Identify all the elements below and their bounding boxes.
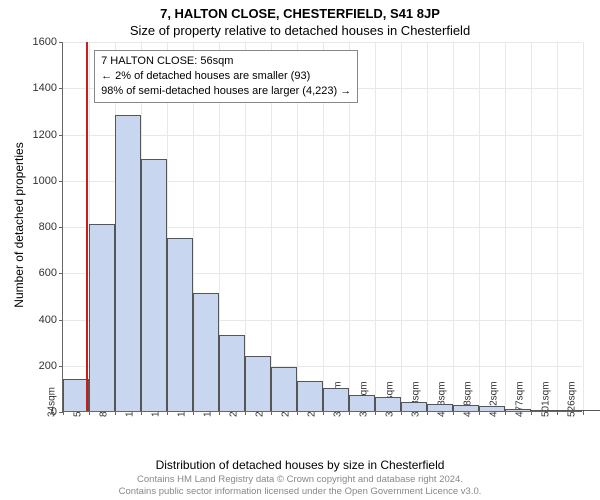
histogram-bar xyxy=(297,381,323,411)
y-tick-mark xyxy=(59,135,63,136)
x-tick-label: 501sqm xyxy=(541,381,552,417)
gridline-v xyxy=(375,42,376,411)
y-tick-mark xyxy=(59,366,63,367)
x-tick-mark xyxy=(297,411,298,415)
histogram-bar xyxy=(453,405,479,411)
y-tick-mark xyxy=(59,181,63,182)
gridline-v xyxy=(479,42,480,411)
infobox-line-3: 98% of semi-detached houses are larger (… xyxy=(101,84,351,99)
histogram-bar xyxy=(63,379,89,411)
infobox-line-1: 7 HALTON CLOSE: 56sqm xyxy=(101,54,351,69)
y-tick-label: 1200 xyxy=(33,129,57,141)
histogram-bar xyxy=(531,410,557,411)
x-tick-mark xyxy=(167,411,168,415)
histogram-bar xyxy=(349,395,375,411)
gridline-v xyxy=(401,42,402,411)
x-tick-label: 526sqm xyxy=(567,381,578,417)
x-tick-label: 428sqm xyxy=(463,381,474,417)
histogram-bar xyxy=(505,409,531,411)
histogram-bar xyxy=(219,335,245,411)
x-tick-label: 34sqm xyxy=(47,387,58,417)
y-tick-mark xyxy=(59,227,63,228)
histogram-bar xyxy=(167,238,193,411)
gridline-v xyxy=(583,42,584,411)
y-tick-mark xyxy=(59,42,63,43)
footer-line-2: Contains public sector information licen… xyxy=(0,486,600,498)
subtitle: Size of property relative to detached ho… xyxy=(0,21,600,40)
x-tick-mark xyxy=(375,411,376,415)
y-tick-mark xyxy=(59,320,63,321)
gridline-v xyxy=(557,42,558,411)
y-tick-label: 1000 xyxy=(33,175,57,187)
histogram-bar xyxy=(89,224,115,411)
reference-line xyxy=(86,42,88,411)
y-tick-label: 1600 xyxy=(33,36,57,48)
gridline-v xyxy=(505,42,506,411)
histogram-bar xyxy=(271,367,297,411)
x-tick-mark xyxy=(323,411,324,415)
histogram-bar xyxy=(323,388,349,411)
x-axis-label: Distribution of detached houses by size … xyxy=(0,458,600,472)
histogram-bar xyxy=(479,406,505,411)
x-tick-mark xyxy=(401,411,402,415)
y-tick-mark xyxy=(59,273,63,274)
gridline-v xyxy=(427,42,428,411)
x-tick-mark xyxy=(89,411,90,415)
y-tick-label: 800 xyxy=(39,221,57,233)
x-tick-mark xyxy=(531,411,532,415)
y-tick-label: 400 xyxy=(39,314,57,326)
y-tick-label: 1400 xyxy=(33,82,57,94)
histogram-bar xyxy=(115,115,141,411)
x-tick-mark xyxy=(271,411,272,415)
infobox-line-2: ← 2% of detached houses are smaller (93) xyxy=(101,69,351,84)
x-tick-mark xyxy=(479,411,480,415)
x-tick-mark xyxy=(349,411,350,415)
histogram-bar xyxy=(401,402,427,411)
y-tick-mark xyxy=(59,88,63,89)
histogram-bar xyxy=(375,397,401,411)
gridline-v xyxy=(531,42,532,411)
x-tick-label: 452sqm xyxy=(489,381,500,417)
y-tick-label: 600 xyxy=(39,267,57,279)
x-tick-label: 403sqm xyxy=(437,381,448,417)
info-box: 7 HALTON CLOSE: 56sqm← 2% of detached ho… xyxy=(94,50,358,103)
histogram-bar xyxy=(245,356,271,412)
x-tick-mark xyxy=(583,411,584,415)
histogram-bar xyxy=(427,404,453,411)
y-tick-label: 200 xyxy=(39,360,57,372)
plot-area: 0200400600800100012001400160034sqm59sqm8… xyxy=(62,42,582,412)
x-tick-mark xyxy=(427,411,428,415)
x-tick-label: 378sqm xyxy=(411,381,422,417)
footer-attribution: Contains HM Land Registry data © Crown c… xyxy=(0,474,600,498)
x-tick-mark xyxy=(193,411,194,415)
y-axis-label: Number of detached properties xyxy=(12,142,26,307)
x-tick-mark xyxy=(63,411,64,415)
chart-container: 0200400600800100012001400160034sqm59sqm8… xyxy=(62,42,582,412)
x-tick-mark xyxy=(505,411,506,415)
footer-line-1: Contains HM Land Registry data © Crown c… xyxy=(0,474,600,486)
histogram-bar xyxy=(557,410,583,411)
histogram-bar xyxy=(141,159,167,411)
x-tick-mark xyxy=(115,411,116,415)
gridline-v xyxy=(453,42,454,411)
x-tick-label: 477sqm xyxy=(515,381,526,417)
x-tick-mark xyxy=(141,411,142,415)
x-tick-mark xyxy=(245,411,246,415)
x-tick-mark xyxy=(557,411,558,415)
x-tick-mark xyxy=(219,411,220,415)
histogram-bar xyxy=(193,293,219,411)
histogram-bar xyxy=(583,410,600,411)
x-tick-mark xyxy=(453,411,454,415)
address-title: 7, HALTON CLOSE, CHESTERFIELD, S41 8JP xyxy=(0,0,600,21)
